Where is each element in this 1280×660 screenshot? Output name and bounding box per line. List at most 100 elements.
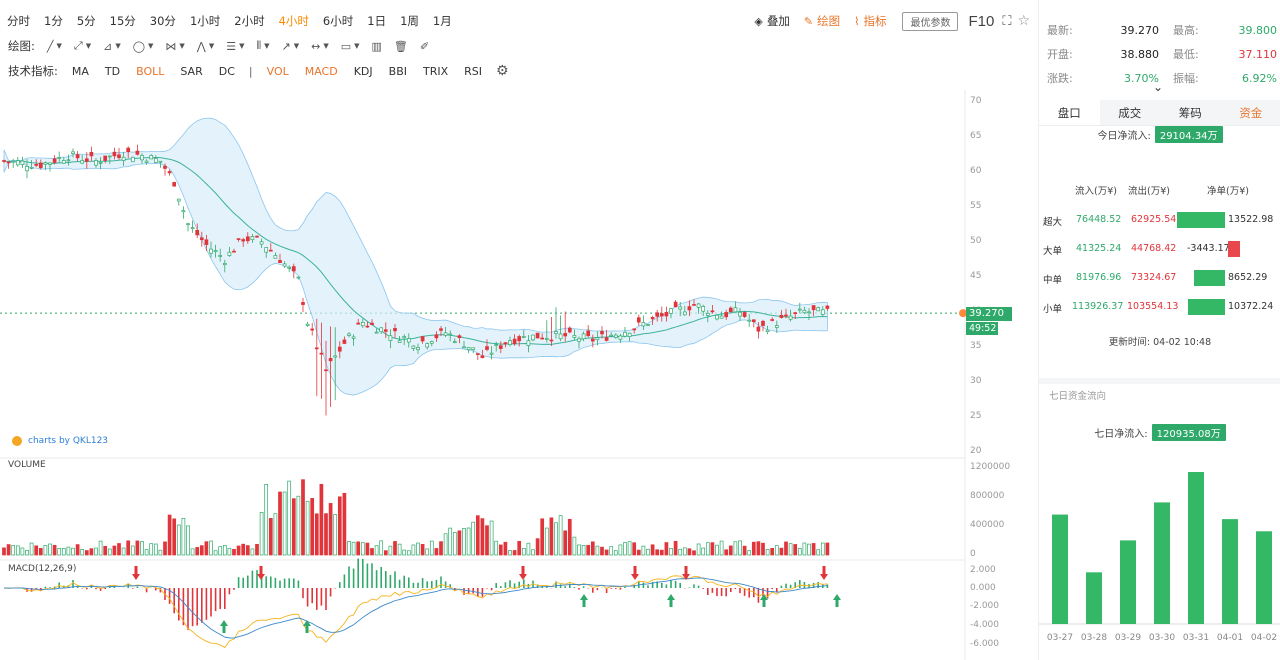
volume-bar <box>549 517 554 556</box>
period-toolbar: 分时 1分 5分 15分 30分 1小时 2小时 4小时 6小时 1日 1周 1… <box>0 10 1036 32</box>
fib-tool-icon[interactable]: ☰ ▼ <box>226 39 245 53</box>
comment-tool-icon[interactable]: ▭ ▼ <box>340 39 360 53</box>
open-value: 38.880 <box>1120 47 1160 61</box>
tab-funds[interactable]: 资金 <box>1220 100 1280 126</box>
eraser-icon[interactable]: ✐ <box>419 39 430 53</box>
candle-body <box>218 255 223 257</box>
y-tick: 45 <box>970 271 981 281</box>
indicator-bbi[interactable]: BBI <box>388 64 407 78</box>
ray-tool-icon[interactable]: ⤢ ▼ <box>73 39 92 52</box>
volume-bar <box>365 542 370 556</box>
period-tab[interactable]: 1月 <box>432 14 452 28</box>
fullscreen-icon[interactable]: ⛶ <box>1002 13 1012 29</box>
volume-bar <box>669 547 673 556</box>
volume-bar <box>416 542 420 556</box>
candle-body <box>659 313 664 317</box>
tab-orderbook[interactable]: 盘口 <box>1039 100 1100 126</box>
period-tab[interactable]: 6小时 <box>322 14 354 28</box>
candle-body <box>402 336 407 339</box>
gann-tool-icon[interactable]: ⫴ ▼ <box>256 39 270 52</box>
volume-bar <box>324 513 328 556</box>
indicator-macd[interactable]: MACD <box>304 64 338 78</box>
circle-tool-icon[interactable]: ◯ ▼ <box>132 39 154 53</box>
volume-bar <box>673 540 678 556</box>
arrow-tool-icon[interactable]: ↗ ▼ <box>281 39 300 53</box>
volume-bar <box>268 518 273 556</box>
period-tab[interactable]: 2小时 <box>234 14 265 28</box>
indicator-ma[interactable]: MA <box>71 64 89 78</box>
indicator-dc[interactable]: DC <box>218 64 235 78</box>
macd-y-tick: -4.000 <box>970 620 999 630</box>
open-label: 开盘: <box>1047 48 1073 61</box>
chevron-down-icon[interactable]: ⌄ <box>1153 80 1164 94</box>
period-tab[interactable]: 1分 <box>44 14 63 28</box>
volume-bar <box>29 542 34 556</box>
candle-body <box>811 305 816 311</box>
candle-body <box>2 160 6 162</box>
candle-body <box>784 314 788 317</box>
indicator-button[interactable]: ⌇ 指标 <box>854 13 886 29</box>
volume-bar <box>738 540 742 556</box>
wave-tool-icon[interactable]: ⋈ ▼ <box>165 39 185 53</box>
gear-icon[interactable]: ⚙ <box>496 63 509 79</box>
seven-day-bar <box>1222 519 1238 624</box>
period-tab[interactable]: 1日 <box>367 14 387 28</box>
candle-body <box>719 315 724 319</box>
candle-body <box>103 155 108 161</box>
optimize-params-button[interactable]: 最优参数 <box>902 11 959 31</box>
pattern-tool-icon[interactable]: ⋀ ▼ <box>196 39 215 53</box>
trash-icon[interactable]: 🗑 <box>393 39 408 53</box>
period-tab[interactable]: 分时 <box>7 14 30 28</box>
candle-body <box>250 236 255 241</box>
price-chart-canvas[interactable]: 70 65 60 55 50 45 40 35 30 25 20 1200000… <box>0 0 1036 660</box>
tab-chips[interactable]: 筹码 <box>1160 100 1221 126</box>
flow-row: 中单 81976.96 73324.67 8652.29 <box>1039 270 1280 288</box>
candle-body <box>558 333 563 340</box>
macd-y-tick: -2.000 <box>970 601 999 611</box>
period-tab[interactable]: 15分 <box>109 14 136 28</box>
period-tab[interactable]: 1小时 <box>189 14 221 28</box>
f10-button[interactable]: F10 <box>968 12 995 30</box>
indicator-td[interactable]: TD <box>104 64 121 78</box>
volume-bar <box>715 544 719 556</box>
volume-bar <box>733 541 738 556</box>
candle-body <box>52 158 57 163</box>
volume-bar <box>190 548 195 556</box>
candle-body <box>517 336 522 342</box>
volume-bar <box>636 549 641 556</box>
channel-tool-icon[interactable]: ⊿ ▼ <box>103 39 121 53</box>
volume-bar <box>333 514 338 556</box>
candle-body <box>80 160 85 164</box>
volume-bar <box>595 545 600 556</box>
overlay-button[interactable]: ◈ 叠加 <box>754 13 789 29</box>
volume-bar <box>443 533 448 556</box>
candle-body <box>448 333 453 336</box>
draw-button[interactable]: ✎ 绘图 <box>804 13 840 29</box>
candle-body <box>503 342 508 345</box>
indicator-kdj[interactable]: KDJ <box>353 64 373 78</box>
high-label: 最高: <box>1173 24 1199 37</box>
period-tab[interactable]: 5分 <box>76 14 96 28</box>
bar-pattern-icon[interactable]: ▥ <box>371 39 382 53</box>
line-tool-icon[interactable]: ╱ ▼ <box>46 39 62 53</box>
watermark: charts by QKL123 <box>12 436 108 446</box>
tab-trades[interactable]: 成交 <box>1099 100 1160 126</box>
indicator-boll[interactable]: BOLL <box>136 64 165 78</box>
period-tab-active[interactable]: 4小时 <box>278 14 309 28</box>
favorite-star-icon[interactable]: ☆ <box>1017 13 1030 29</box>
vol-y-tick: 800000 <box>970 491 1005 501</box>
volume-bar <box>236 545 241 556</box>
volume-bar <box>2 547 6 556</box>
range-tool-icon[interactable]: ↔ ▼ <box>311 39 329 53</box>
candle-body <box>549 339 554 342</box>
indicator-sar[interactable]: SAR <box>180 64 203 78</box>
indicator-vol[interactable]: VOL <box>266 64 289 78</box>
volume-bar <box>682 547 687 556</box>
indicator-rsi[interactable]: RSI <box>464 64 483 78</box>
candle-body <box>701 305 706 312</box>
candle-body <box>213 250 218 252</box>
indicator-trix[interactable]: TRIX <box>423 64 449 78</box>
volume-bar <box>747 550 752 556</box>
period-tab[interactable]: 1周 <box>400 14 419 28</box>
period-tab[interactable]: 30分 <box>149 14 176 28</box>
